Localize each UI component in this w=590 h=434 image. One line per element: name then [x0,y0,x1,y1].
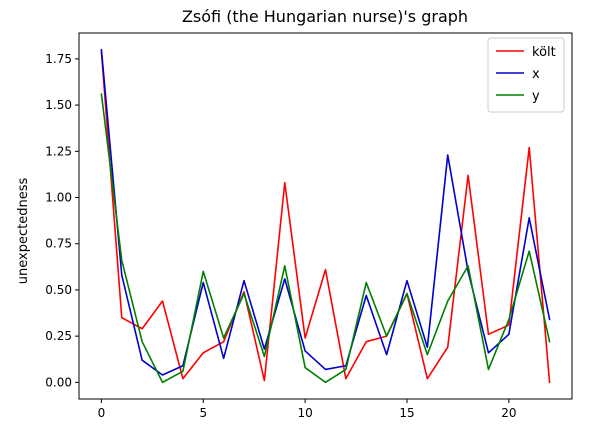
x-tick-label: 15 [399,406,414,420]
legend-label-1: x [532,67,540,82]
x-tick-label: 20 [501,406,516,420]
x-tick-label: 5 [199,406,207,420]
y-axis-label: unexpectedness [16,178,31,285]
chart-title: Zsófi (the Hungarian nurse)'s graph [182,7,468,26]
y-tick-label: 0.50 [45,283,72,297]
y-tick-label: 0.25 [45,329,72,343]
y-tick-label: 1.50 [45,98,72,112]
y-tick-label: 0.00 [45,375,72,389]
legend-label-0: költ [532,45,556,60]
legend-label-2: y [532,89,540,104]
y-tick-label: 1.75 [45,52,72,66]
legend: költ xy [488,38,564,112]
y-tick-label: 1.00 [45,191,72,205]
x-tick-label: 10 [297,406,312,420]
x-tick-label: 0 [98,406,106,420]
y-tick-label: 0.75 [45,237,72,251]
y-tick-label: 1.25 [45,144,72,158]
